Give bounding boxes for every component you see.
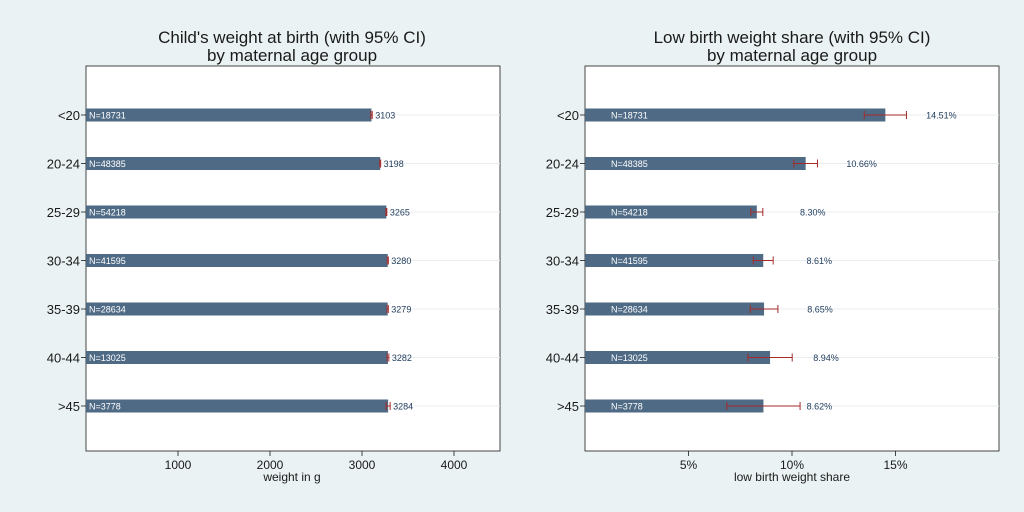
weight-n-label: N=13025 bbox=[89, 353, 126, 363]
weight-n-label: N=3778 bbox=[89, 402, 121, 412]
weight-value-label: 3265 bbox=[390, 208, 410, 218]
lbw-n-label: N=13025 bbox=[611, 353, 648, 363]
lbw-value-label: 8.65% bbox=[807, 305, 833, 315]
weight-category-label: 20-24 bbox=[47, 157, 80, 172]
lbw-n-label: N=18731 bbox=[611, 111, 648, 121]
lbw-n-label: N=48385 bbox=[611, 159, 648, 169]
lbw-value-label: 14.51% bbox=[926, 111, 957, 121]
weight-category-label: 25-29 bbox=[47, 205, 80, 220]
weight-category-label: 35-39 bbox=[47, 302, 80, 317]
weight-chart-panel: Child's weight at birth (with 95% CI) by… bbox=[47, 28, 501, 484]
weight-category-label: 30-34 bbox=[47, 254, 80, 269]
weight-x-tick-label: 2000 bbox=[257, 458, 284, 472]
weight-chart-x-axis-label: weight in g bbox=[262, 470, 320, 484]
lbw-chart-subtitle: by maternal age group bbox=[707, 46, 877, 65]
weight-bar bbox=[86, 157, 381, 170]
weight-value-label: 3198 bbox=[384, 159, 404, 169]
weight-chart-title: Child's weight at birth (with 95% CI) bbox=[158, 28, 426, 47]
weight-chart-subtitle: by maternal age group bbox=[207, 46, 377, 65]
lbw-category-label: 25-29 bbox=[546, 205, 579, 220]
lbw-category-label: 30-34 bbox=[546, 254, 579, 269]
lbw-category-label: >45 bbox=[557, 399, 579, 414]
lbw-value-label: 10.66% bbox=[846, 159, 877, 169]
weight-category-label: >45 bbox=[58, 399, 80, 414]
lbw-category-label: 35-39 bbox=[546, 302, 579, 317]
lbw-bar bbox=[585, 157, 806, 170]
lbw-x-tick-label: 15% bbox=[883, 458, 907, 472]
lbw-chart-x-axis-label: low birth weight share bbox=[734, 470, 850, 484]
lbw-n-label: N=3778 bbox=[611, 402, 643, 412]
lbw-category-label: <20 bbox=[557, 108, 579, 123]
lbw-value-label: 8.30% bbox=[800, 208, 826, 218]
lbw-chart-title: Low birth weight share (with 95% CI) bbox=[654, 28, 931, 47]
weight-bar bbox=[86, 399, 389, 413]
lbw-bar bbox=[585, 399, 764, 413]
weight-n-label: N=54218 bbox=[89, 208, 126, 218]
lbw-bar bbox=[585, 351, 771, 364]
lbw-n-label: N=41595 bbox=[611, 256, 648, 266]
weight-x-tick-label: 4000 bbox=[441, 458, 468, 472]
weight-x-tick-label: 3000 bbox=[349, 458, 376, 472]
weight-n-label: N=48385 bbox=[89, 159, 126, 169]
weight-category-label: <20 bbox=[58, 108, 80, 123]
weight-n-label: N=18731 bbox=[89, 111, 126, 121]
lbw-value-label: 8.62% bbox=[807, 402, 833, 412]
weight-bar bbox=[86, 108, 372, 122]
weight-value-label: 3280 bbox=[391, 256, 411, 266]
lbw-category-label: 20-24 bbox=[546, 157, 579, 172]
weight-n-label: N=28634 bbox=[89, 305, 126, 315]
lbw-x-tick-label: 5% bbox=[680, 458, 698, 472]
weight-n-label: N=41595 bbox=[89, 256, 126, 266]
weight-bar bbox=[86, 351, 388, 364]
lbw-x-tick-label: 10% bbox=[780, 458, 804, 472]
weight-x-tick-label: 1000 bbox=[165, 458, 192, 472]
lbw-value-label: 8.94% bbox=[813, 353, 839, 363]
weight-bar bbox=[86, 254, 388, 267]
lbw-bar bbox=[585, 205, 757, 219]
lbw-value-label: 8.61% bbox=[806, 256, 832, 266]
lbw-bar bbox=[585, 254, 764, 267]
weight-value-label: 3279 bbox=[391, 305, 411, 315]
lbw-n-label: N=54218 bbox=[611, 208, 648, 218]
weight-bar bbox=[86, 205, 387, 219]
weight-value-label: 3103 bbox=[375, 111, 395, 121]
weight-category-label: 40-44 bbox=[47, 351, 80, 366]
lbw-n-label: N=28634 bbox=[611, 305, 648, 315]
lbw-bar bbox=[585, 108, 886, 122]
lbw-bar bbox=[585, 302, 765, 316]
low-birth-weight-chart-panel: Low birth weight share (with 95% CI) by … bbox=[546, 28, 1000, 484]
weight-value-label: 3282 bbox=[392, 353, 412, 363]
weight-value-label: 3284 bbox=[393, 402, 413, 412]
lbw-category-label: 40-44 bbox=[546, 351, 579, 366]
weight-bar bbox=[86, 302, 388, 316]
